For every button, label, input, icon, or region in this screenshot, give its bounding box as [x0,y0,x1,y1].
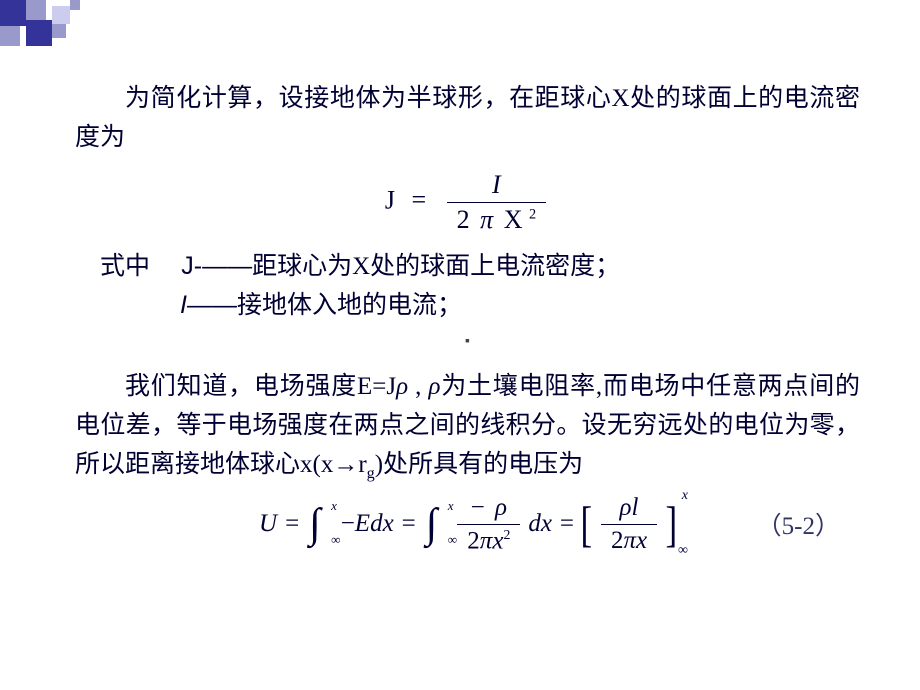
paragraph-2: 我们知道，电场强度E=Jρ , ρ为土壤电阻率,而电场中任意两点间的电位差，等于… [75,368,860,486]
f2-lim-up: x [682,488,688,504]
formula1-fraction: I 2 π X 2 [447,170,546,235]
f2-eq3: = [560,510,574,538]
decoration-square [70,0,80,10]
def1-symbol: J-—— [181,252,252,280]
f2-frac2: − ρ 2πx2 [457,494,520,555]
definition-line-2: I——接地体入地的电流； [180,286,860,326]
para2-rho1: ρ [396,373,408,400]
f2-frac2-den-pi: π [480,527,493,554]
slide-content: 为简化计算，设接地体为半球形，在距球心X处的球面上的电流密度为 J = I 2 … [75,80,860,555]
formula-2: U = ∫ x ∞ − Edx = ∫ x ∞ − ρ 2πx2 dx = [ [75,494,860,555]
para2-d: )处所具有的电压为 [375,451,583,478]
f2-eq1: = [285,510,299,538]
f2-Edx: Edx [355,510,394,538]
f2-bracket: [ ρl 2πx ] x ∞ [582,494,676,555]
f2-eq2: = [402,510,416,538]
def-label: 式中 [100,253,150,280]
f2-frac3-den-2: 2 [611,527,624,554]
formula1-numerator: I [492,170,501,199]
bracket-right-icon: ] [666,495,678,553]
formula1-den-2: 2 [457,205,470,234]
decoration-square [0,26,20,46]
bracket-left-icon: [ [581,495,593,553]
f2-int2-lo: ∞ [448,532,457,548]
equation-number: （5-2） [757,506,840,542]
f2-int2-up: x [448,498,454,514]
f2-U: U [259,510,277,538]
f2-int2: ∫ x ∞ [426,500,438,548]
f2-lim-lo: ∞ [678,543,688,559]
corner-decoration [0,0,160,50]
f2-frac2-den-2: 2 [467,527,480,554]
decoration-square [52,6,70,24]
decoration-square [26,0,46,20]
f2-frac3: ρl 2πx [601,494,657,555]
formula1-den-exp: 2 [529,206,536,222]
def2-text: 接地体入地的电流； [237,292,462,319]
decoration-square [26,20,52,46]
para2-b: , [408,373,428,400]
para2-a: 我们知道，电场强度E=J [125,373,396,400]
formula1-den-x: X [504,205,523,234]
f2-frac3-rho: ρ [620,494,632,521]
f2-frac2-neg: − [471,494,485,521]
decoration-square [0,0,26,26]
formula-1: J = I 2 π X 2 [75,170,860,235]
f2-frac2-rho: ρ [495,494,507,521]
f2-frac2-den-x: x [492,527,503,554]
f2-frac2-den-exp: 2 [503,527,510,542]
decoration-square [52,24,66,38]
def1-text: 距球心为X处的球面上电流密度； [252,253,620,280]
definition-line-1: 式中 J-——距球心为X处的球面上电流密度； [100,247,860,287]
formula1-lhs: J [385,185,395,214]
separator-dot: ▪ [75,334,860,350]
f2-frac3-l: l [632,494,639,521]
f2-int1-up: x [331,498,337,514]
f2-int1: ∫ x ∞ [309,500,321,548]
f2-int1-lo: ∞ [331,532,340,548]
para2-rho2: ρ [428,373,440,400]
formula1-eq: = [411,185,426,214]
f2-frac3-den-pi: π [623,527,636,554]
para2-sub-g: g [367,464,375,482]
f2-frac3-den-x: x [636,527,647,554]
f2-neg: − [341,510,355,538]
formula1-den-pi: π [480,205,493,234]
def2-symbol: I—— [180,291,237,319]
f2-dx: dx [528,510,552,538]
paragraph-1: 为简化计算，设接地体为半球形，在距球心X处的球面上的电流密度为 [75,80,860,158]
